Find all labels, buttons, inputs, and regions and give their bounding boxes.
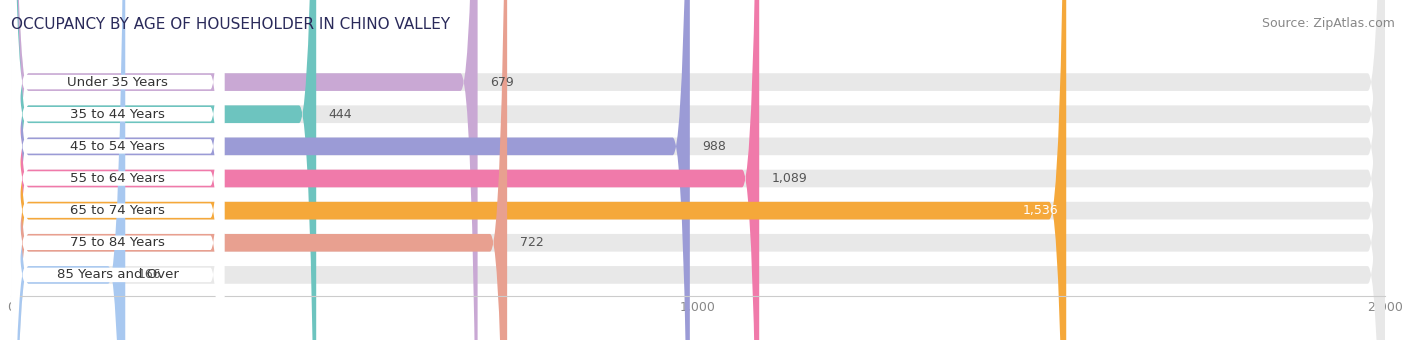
FancyBboxPatch shape	[11, 0, 1385, 340]
Text: Source: ZipAtlas.com: Source: ZipAtlas.com	[1261, 17, 1395, 30]
FancyBboxPatch shape	[11, 0, 1385, 340]
FancyBboxPatch shape	[11, 0, 759, 340]
Text: 679: 679	[489, 75, 513, 89]
FancyBboxPatch shape	[11, 0, 1066, 340]
Text: 1,536: 1,536	[1022, 204, 1057, 217]
Text: 75 to 84 Years: 75 to 84 Years	[70, 236, 165, 249]
FancyBboxPatch shape	[11, 0, 316, 340]
Text: 1,089: 1,089	[772, 172, 807, 185]
Text: 45 to 54 Years: 45 to 54 Years	[70, 140, 165, 153]
Text: 722: 722	[519, 236, 543, 249]
FancyBboxPatch shape	[11, 0, 224, 340]
Text: 85 Years and Over: 85 Years and Over	[56, 268, 179, 282]
FancyBboxPatch shape	[11, 0, 224, 340]
FancyBboxPatch shape	[11, 0, 1385, 340]
Text: OCCUPANCY BY AGE OF HOUSEHOLDER IN CHINO VALLEY: OCCUPANCY BY AGE OF HOUSEHOLDER IN CHINO…	[11, 17, 450, 32]
FancyBboxPatch shape	[11, 0, 1385, 340]
FancyBboxPatch shape	[11, 0, 1385, 340]
Text: 444: 444	[329, 108, 352, 121]
FancyBboxPatch shape	[11, 0, 508, 340]
FancyBboxPatch shape	[11, 0, 690, 340]
FancyBboxPatch shape	[11, 0, 125, 340]
Text: 65 to 74 Years: 65 to 74 Years	[70, 204, 165, 217]
Text: 55 to 64 Years: 55 to 64 Years	[70, 172, 165, 185]
Text: 988: 988	[702, 140, 725, 153]
FancyBboxPatch shape	[11, 0, 478, 340]
FancyBboxPatch shape	[11, 0, 224, 340]
FancyBboxPatch shape	[11, 0, 224, 340]
Text: 35 to 44 Years: 35 to 44 Years	[70, 108, 165, 121]
FancyBboxPatch shape	[11, 0, 224, 340]
Text: 166: 166	[138, 268, 162, 282]
FancyBboxPatch shape	[11, 0, 1385, 340]
Text: Under 35 Years: Under 35 Years	[67, 75, 169, 89]
FancyBboxPatch shape	[11, 0, 224, 340]
FancyBboxPatch shape	[11, 0, 1385, 340]
FancyBboxPatch shape	[11, 0, 224, 340]
